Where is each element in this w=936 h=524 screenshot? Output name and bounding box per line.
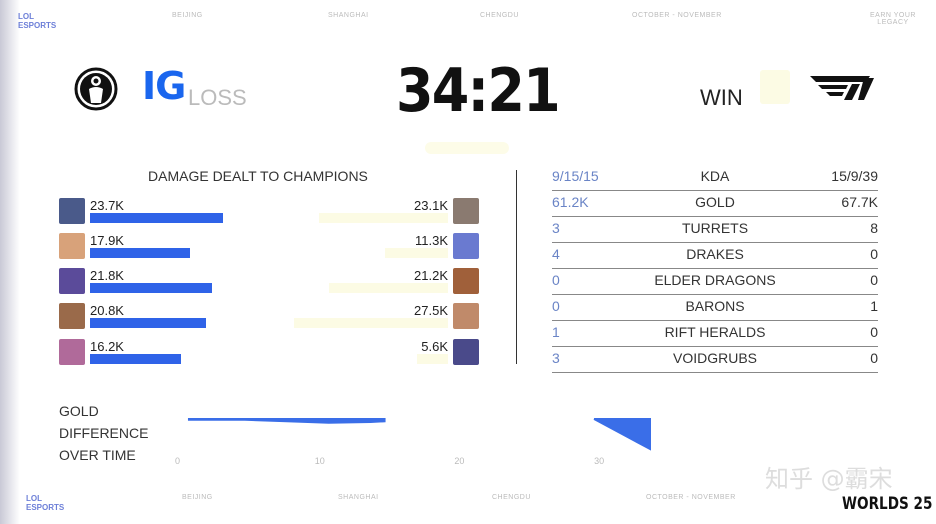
banner-item: CHENGDU — [492, 494, 531, 501]
banner-item: BEIJING — [172, 12, 203, 19]
champion-portrait — [453, 303, 479, 329]
left-team-result: LOSS — [188, 85, 247, 110]
gold-difference-chart: 0 10 20 30 — [175, 418, 651, 466]
x-tick-label: 30 — [594, 456, 604, 466]
left-damage-value: 21.8K — [90, 268, 124, 283]
right-stat-value: 0 — [870, 246, 878, 262]
left-damage-bar — [90, 354, 181, 364]
gold-area — [593, 418, 651, 451]
champion-portrait — [59, 233, 85, 259]
left-stat-value: 4 — [552, 246, 560, 262]
right-damage-value: 27.5K — [414, 303, 448, 318]
champion-portrait — [453, 339, 479, 365]
champion-portrait — [453, 268, 479, 294]
left-damage-value: 23.7K — [90, 198, 124, 213]
t1-logo — [810, 76, 874, 100]
champion-portrait — [59, 268, 85, 294]
stat-label: ELDER DRAGONS — [654, 272, 776, 288]
right-damage-bar — [329, 283, 448, 293]
left-stat-value: 1 — [552, 324, 560, 340]
right-damage-bar — [416, 354, 448, 364]
champion-portrait — [453, 198, 479, 224]
right-damage-value: 23.1K — [414, 198, 448, 213]
stat-row: 0 BARONS 1 — [552, 294, 878, 321]
left-damage-bar — [90, 318, 207, 328]
x-tick-label: 20 — [454, 456, 464, 466]
champion-portrait — [453, 233, 479, 259]
right-stat-value: 0 — [870, 324, 878, 340]
section-divider — [516, 170, 517, 364]
champion-portrait — [59, 303, 85, 329]
champion-portrait — [59, 198, 85, 224]
right-damage-bar — [318, 213, 448, 223]
stat-row: 0 ELDER DRAGONS 0 — [552, 268, 878, 295]
right-damage-bar — [294, 318, 448, 328]
gold-chart-title: GOLD DIFFERENCE OVER TIME — [59, 403, 149, 463]
left-damage-bar — [90, 283, 213, 293]
banner-item: OCTOBER - NOVEMBER — [632, 12, 722, 19]
right-stat-value: 0 — [870, 272, 878, 288]
right-stat-value: 8 — [870, 220, 878, 236]
left-damage-value: 20.8K — [90, 303, 124, 318]
stat-label: KDA — [700, 168, 730, 184]
banner-item: BEIJING — [182, 494, 213, 501]
left-damage-bar — [90, 213, 223, 223]
right-stat-value: 15/9/39 — [831, 168, 878, 184]
banner-item: SHANGHAI — [338, 494, 379, 501]
stat-row: 61.2K GOLD 67.7K — [552, 190, 878, 217]
ig-logo — [74, 67, 118, 111]
watermark: 知乎 @霸宋 — [765, 465, 893, 493]
left-stat-value: 0 — [552, 272, 560, 288]
vignette — [0, 0, 20, 524]
worlds-logo: WORLDS 25 — [842, 494, 933, 514]
left-stat-value: 0 — [552, 298, 560, 314]
stat-label: VOIDGRUBS — [672, 350, 757, 366]
right-damage-value: 11.3K — [414, 233, 448, 248]
right-damage-value: 21.2K — [414, 268, 448, 283]
right-damage-bar — [384, 248, 448, 258]
left-stat-value: 3 — [552, 220, 560, 236]
stat-label: DRAKES — [686, 246, 744, 262]
game-timer: 34:21 — [396, 56, 561, 126]
left-damage-value: 16.2K — [90, 339, 124, 354]
banner-tagline: EARN YOUR LEGACY — [870, 12, 916, 26]
left-stat-value: 9/15/15 — [552, 168, 599, 184]
right-stat-value: 0 — [870, 350, 878, 366]
timer-badge — [425, 142, 509, 154]
right-team-tag-badge — [760, 70, 790, 104]
right-stat-value: 1 — [870, 298, 878, 314]
right-stat-value: 67.7K — [841, 194, 878, 210]
banner-item: OCTOBER - NOVEMBER — [646, 494, 736, 501]
left-damage-value: 17.9K — [90, 233, 124, 248]
stat-label: BARONS — [685, 298, 745, 314]
stat-row: 3 VOIDGRUBS 0 — [552, 346, 878, 373]
left-stat-value: 61.2K — [552, 194, 589, 210]
damage-title: DAMAGE DEALT TO CHAMPIONS — [148, 168, 368, 184]
left-damage-bar — [90, 248, 191, 258]
stat-row: 4 DRAKES 0 — [552, 242, 878, 269]
banner-item: SHANGHAI — [328, 12, 369, 19]
left-team-tag: IG — [142, 64, 186, 108]
stat-row: 9/15/15 KDA 15/9/39 — [552, 164, 878, 191]
right-team-result: WIN — [700, 85, 743, 110]
right-damage-value: 5.6K — [421, 339, 448, 354]
lol-esports-logo-bottom: LOL ESPORTS — [26, 494, 65, 512]
stat-label: GOLD — [695, 194, 735, 210]
left-stat-value: 3 — [552, 350, 560, 366]
x-tick-label: 0 — [175, 456, 180, 466]
stat-row: 1 RIFT HERALDS 0 — [552, 320, 878, 347]
gold-area — [187, 418, 386, 424]
banner-item: CHENGDU — [480, 12, 519, 19]
x-tick-label: 10 — [315, 456, 325, 466]
stat-row: 3 TURRETS 8 — [552, 216, 878, 243]
stat-label: RIFT HERALDS — [664, 324, 766, 340]
stat-label: TURRETS — [681, 220, 749, 236]
lol-esports-logo: LOL ESPORTS — [18, 12, 57, 30]
champion-portrait — [59, 339, 85, 365]
